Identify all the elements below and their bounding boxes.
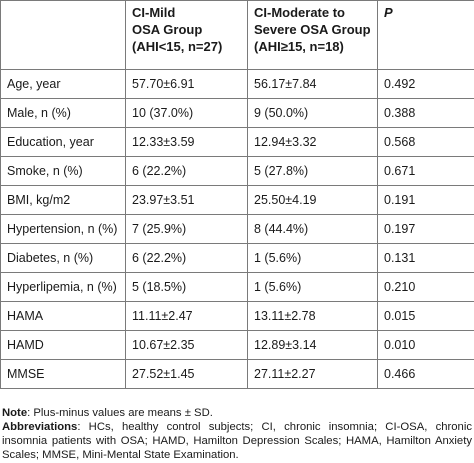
note-text: : Plus-minus values are means ± SD.: [27, 407, 213, 419]
note-line: Note: Plus-minus values are means ± SD.: [2, 406, 472, 420]
cell-moderate-severe: 12.89±3.14: [247, 330, 378, 360]
cell-moderate-severe: 5 (27.8%): [247, 156, 378, 186]
cell-mild: 23.97±3.51: [125, 185, 248, 215]
table-row: Education, year 12.33±3.59 12.94±3.32 0.…: [0, 127, 474, 157]
table-row: Hyperlipemia, n (%) 5 (18.5%) 1 (5.6%) 0…: [0, 272, 474, 302]
cell-mild: 10.67±2.35: [125, 330, 248, 360]
cell-moderate-severe: 8 (44.4%): [247, 214, 378, 244]
cell-p: 0.210: [377, 272, 474, 302]
note-label: Note: [2, 407, 28, 419]
row-label: MMSE: [0, 359, 126, 389]
table-header: CI-Mild OSA Group (AHI<15, n=27) CI-Mode…: [0, 0, 474, 70]
header-row: CI-Mild OSA Group (AHI<15, n=27) CI-Mode…: [0, 0, 474, 70]
table-row: Diabetes, n (%) 6 (22.2%) 1 (5.6%) 0.131: [0, 243, 474, 273]
header-line: P: [384, 5, 393, 20]
row-label: Hyperlipemia, n (%): [0, 272, 126, 302]
row-label: Education, year: [0, 127, 126, 157]
table-row: Smoke, n (%) 6 (22.2%) 5 (27.8%) 0.671: [0, 156, 474, 186]
abbreviations-line: Abbreviations: HCs, healthy control subj…: [2, 420, 472, 462]
cell-p: 0.197: [377, 214, 474, 244]
cell-p: 0.671: [377, 156, 474, 186]
cell-moderate-severe: 1 (5.6%): [247, 243, 378, 273]
table-row: BMI, kg/m2 23.97±3.51 25.50±4.19 0.191: [0, 185, 474, 215]
table-row: Age, year 57.70±6.91 56.17±7.84 0.492: [0, 69, 474, 99]
abbreviations-label: Abbreviations: [2, 421, 78, 433]
table-footnotes: Note: Plus-minus values are means ± SD. …: [2, 406, 472, 462]
row-label: Smoke, n (%): [0, 156, 126, 186]
cell-mild: 7 (25.9%): [125, 214, 248, 244]
row-label: BMI, kg/m2: [0, 185, 126, 215]
header-line: Severe OSA Group: [254, 22, 371, 37]
cell-moderate-severe: 13.11±2.78: [247, 301, 378, 331]
table-row: HAMD 10.67±2.35 12.89±3.14 0.010: [0, 330, 474, 360]
cell-p: 0.131: [377, 243, 474, 273]
row-label: HAMD: [0, 330, 126, 360]
header-cell-mild-group: CI-Mild OSA Group (AHI<15, n=27): [125, 0, 248, 70]
header-cell-p-value: P: [377, 0, 474, 70]
cell-moderate-severe: 1 (5.6%): [247, 272, 378, 302]
table-row: HAMA 11.11±2.47 13.11±2.78 0.015: [0, 301, 474, 331]
row-label: Age, year: [0, 69, 126, 99]
cell-mild: 27.52±1.45: [125, 359, 248, 389]
header-line: OSA Group: [132, 22, 203, 37]
cell-p: 0.388: [377, 98, 474, 128]
header-line: CI-Mild: [132, 5, 176, 20]
cell-moderate-severe: 9 (50.0%): [247, 98, 378, 128]
header-cell-moderate-severe-group: CI-Moderate to Severe OSA Group (AHI≥15,…: [247, 0, 378, 70]
cell-p: 0.010: [377, 330, 474, 360]
header-line: (AHI≥15, n=18): [254, 39, 344, 54]
header-cell-label: [0, 0, 126, 70]
table-row: MMSE 27.52±1.45 27.11±2.27 0.466: [0, 359, 474, 389]
cell-mild: 10 (37.0%): [125, 98, 248, 128]
cell-moderate-severe: 27.11±2.27: [247, 359, 378, 389]
table-row: Hypertension, n (%) 7 (25.9%) 8 (44.4%) …: [0, 214, 474, 244]
cell-p: 0.492: [377, 69, 474, 99]
cell-mild: 57.70±6.91: [125, 69, 248, 99]
cell-p: 0.191: [377, 185, 474, 215]
cell-p: 0.015: [377, 301, 474, 331]
cell-moderate-severe: 25.50±4.19: [247, 185, 378, 215]
cell-p: 0.568: [377, 127, 474, 157]
row-label: Diabetes, n (%): [0, 243, 126, 273]
header-line: (AHI<15, n=27): [132, 39, 223, 54]
abbreviations-text: : HCs, healthy control subjects; CI, chr…: [2, 421, 472, 461]
cell-mild: 12.33±3.59: [125, 127, 248, 157]
cell-mild: 6 (22.2%): [125, 156, 248, 186]
row-label: Hypertension, n (%): [0, 214, 126, 244]
cell-mild: 11.11±2.47: [125, 301, 248, 331]
cell-mild: 6 (22.2%): [125, 243, 248, 273]
header-line: CI-Moderate to: [254, 5, 345, 20]
row-label: HAMA: [0, 301, 126, 331]
cell-moderate-severe: 56.17±7.84: [247, 69, 378, 99]
comparison-table: CI-Mild OSA Group (AHI<15, n=27) CI-Mode…: [0, 0, 474, 389]
row-label: Male, n (%): [0, 98, 126, 128]
table-body: Age, year 57.70±6.91 56.17±7.84 0.492 Ma…: [0, 69, 474, 389]
table-row: Male, n (%) 10 (37.0%) 9 (50.0%) 0.388: [0, 98, 474, 128]
cell-mild: 5 (18.5%): [125, 272, 248, 302]
cell-p: 0.466: [377, 359, 474, 389]
cell-moderate-severe: 12.94±3.32: [247, 127, 378, 157]
